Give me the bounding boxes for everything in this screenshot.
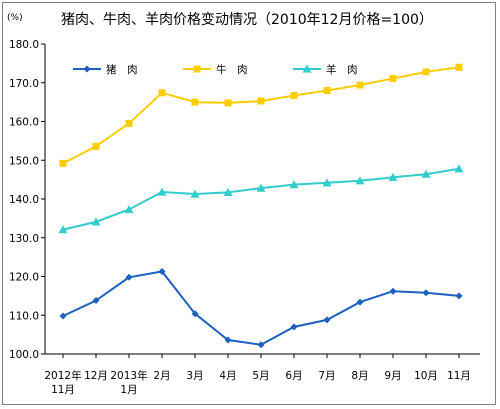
x-tick-label: 2012年 [44,369,81,382]
data-point [191,98,199,106]
legend: 猪 肉牛 肉羊 肉 [73,63,358,76]
legend-label: 羊 肉 [326,63,358,76]
data-point [257,97,265,105]
series-1 [59,267,463,349]
y-tick-label: 150.0 [9,155,39,167]
data-point [422,68,430,76]
data-point [59,159,67,167]
x-tick-label: 2013年 [110,369,147,382]
data-point [125,273,133,281]
data-point [355,176,365,185]
y-tick-label: 170.0 [9,78,39,90]
x-tick-label: 10月 [414,370,438,382]
data-point [388,172,398,181]
x-tick-label: 11月 [447,370,471,382]
data-point [323,316,331,324]
legend-marker [193,65,201,73]
legend-item-1: 猪 肉 [73,63,138,76]
legend-marker [302,64,312,73]
data-point [323,87,331,94]
legend-label: 猪 肉 [106,63,138,76]
data-point [389,287,397,295]
data-point [223,187,233,197]
x-tick-label: 9月 [384,370,401,382]
data-point [92,142,100,150]
data-point [289,180,299,189]
legend-label: 牛 肉 [216,63,248,76]
data-point [256,183,266,192]
x-tick-label: 2月 [153,370,170,382]
data-point [356,81,364,89]
y-tick-label: 130.0 [9,233,39,245]
series-line [62,66,460,165]
x-tick-label: 3月 [186,370,203,382]
data-point [224,99,232,107]
data-point [191,310,199,318]
data-point [422,289,430,297]
data-point [290,323,298,331]
y-tick-label: 120.0 [9,272,39,284]
data-point [125,119,133,127]
line-chart: 猪肉、牛肉、羊肉价格变动情况（2010年12月价格=100） (%) 100.0… [7,12,480,396]
axes: 100.0 110.0 120.0 130.0 140.0 150.0 160.0 170.0… [9,39,480,396]
x-tick-label: 1月 [120,384,137,396]
chart-frame: 猪肉、牛肉、羊肉价格变动情况（2010年12月价格=100） (%) 100.0… [2,2,496,405]
x-tick-label: 5月 [252,370,269,382]
data-point [58,225,68,234]
data-point [356,298,364,306]
y-tick-label: 180.0 [9,39,39,51]
data-point [157,187,167,196]
y-tick-label: 140.0 [9,194,39,206]
data-point [421,169,431,178]
legend-marker [83,65,91,73]
x-tick-label: 8月 [351,370,368,382]
data-point [124,204,134,214]
data-point [91,217,101,226]
x-tick-label: 11月 [51,384,75,396]
data-point [290,92,298,100]
data-point [455,63,463,71]
legend-item-3: 羊 肉 [293,63,358,76]
series-3 [58,164,464,234]
y-tick-label: 160.0 [9,117,39,129]
series-2 [59,63,463,167]
series-layer [58,63,464,349]
data-point [454,164,464,173]
y-tick-label: 110.0 [9,310,39,322]
x-tick-label: 7月 [318,370,335,382]
data-point [59,312,67,320]
x-tick-label: 4月 [219,370,236,382]
data-point [257,341,265,349]
data-point [322,178,332,187]
data-point [455,292,463,300]
y-axis-unit: (%) [7,13,23,23]
x-tick-label: 12月 [84,370,108,382]
data-point [389,74,397,82]
data-point [224,336,232,344]
chart-title: 猪肉、牛肉、羊肉价格变动情况（2010年12月价格=100） [61,12,433,28]
series-line [62,167,460,231]
data-point [92,297,100,305]
data-point [158,267,166,275]
legend-item-2: 牛 肉 [183,63,248,76]
data-point [190,189,200,198]
data-point [158,89,166,97]
series-line [62,270,460,346]
y-tick-label: 100.0 [9,349,39,361]
x-tick-label: 6月 [285,370,302,382]
